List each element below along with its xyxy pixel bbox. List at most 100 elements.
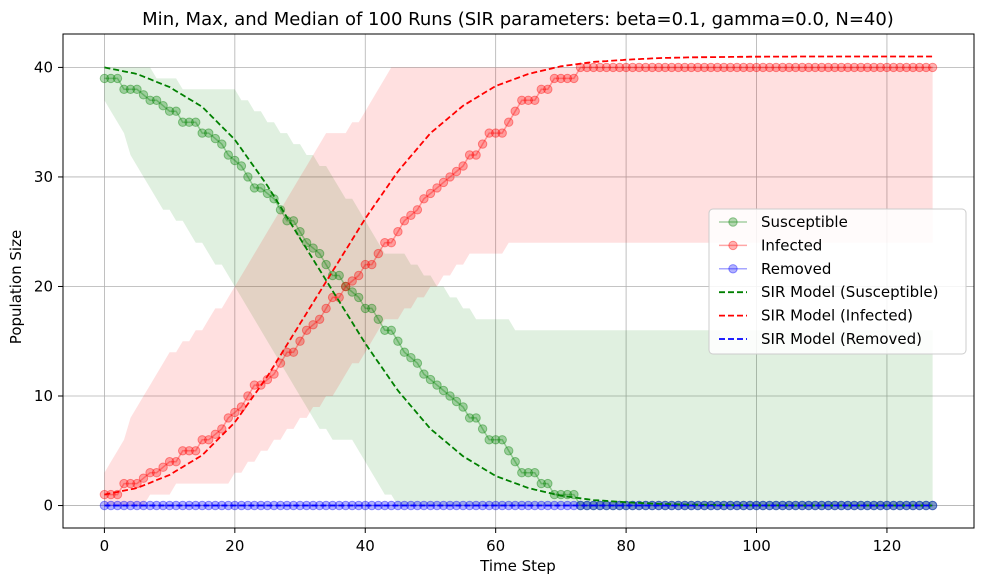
data-point: [119, 478, 129, 489]
data-point: [367, 303, 377, 314]
data-point: [758, 62, 768, 73]
y-tick-label: 40: [34, 58, 53, 76]
series-line: [104, 66, 933, 496]
data-point: [112, 73, 123, 84]
data-point: [543, 84, 553, 95]
data-point: [908, 62, 918, 73]
data-point: [445, 172, 455, 182]
plot-area: [63, 34, 974, 528]
data-point: [171, 106, 181, 116]
chart-title: Min, Max, and Median of 100 Runs (SIR pa…: [142, 9, 894, 30]
legend-label: Susceptible: [761, 213, 848, 231]
legend-entry: SIR Model (Susceptible): [719, 283, 938, 301]
data-point: [882, 62, 892, 73]
data-point: [406, 210, 416, 221]
data-point: [432, 183, 442, 193]
data-point: [888, 62, 899, 73]
data-point: [380, 325, 390, 335]
data-point: [914, 62, 925, 73]
data-point: [471, 150, 481, 160]
y-tick-label: 20: [34, 277, 53, 295]
data-point: [164, 106, 175, 116]
data-point: [386, 238, 396, 248]
data-point: [210, 133, 221, 144]
data-point: [380, 238, 390, 248]
legend-label: Removed: [761, 260, 831, 278]
data-point: [523, 95, 533, 106]
data-point: [249, 380, 260, 390]
data-point: [386, 325, 396, 335]
data-point: [243, 172, 253, 182]
legend-marker: [728, 217, 738, 227]
data-point: [504, 446, 514, 456]
data-point: [197, 128, 207, 138]
data-point: [256, 183, 266, 193]
data-point: [562, 73, 573, 84]
data-point: [164, 457, 175, 467]
model-line-sir-model-infected-: [104, 55, 933, 496]
data-point: [399, 347, 410, 357]
data-point: [464, 150, 475, 160]
data-point: [321, 259, 331, 270]
data-point: [504, 117, 514, 127]
data-point: [614, 62, 625, 73]
data-point: [621, 62, 631, 73]
band-susceptible: [104, 67, 933, 506]
data-point: [830, 62, 840, 73]
data-point: [125, 478, 136, 489]
data-point: [699, 62, 710, 73]
data-point: [595, 62, 605, 73]
data-point: [543, 478, 553, 489]
data-point: [875, 62, 886, 73]
data-point: [667, 62, 677, 73]
data-point: [230, 407, 240, 418]
data-point: [230, 155, 240, 166]
data-point: [517, 95, 527, 106]
data-point: [588, 62, 599, 73]
data-point: [921, 62, 931, 73]
y-axis-label: Population Size: [7, 230, 25, 344]
data-point: [823, 62, 833, 73]
data-point: [751, 62, 762, 73]
data-point: [373, 314, 383, 324]
data-point: [810, 62, 820, 73]
data-point: [301, 238, 312, 248]
data-point: [680, 62, 690, 73]
data-point: [438, 385, 449, 396]
data-point: [393, 227, 403, 237]
data-point: [210, 429, 221, 439]
data-point: [288, 347, 299, 357]
data-point: [243, 391, 253, 401]
data-point: [321, 303, 331, 314]
data-point: [223, 150, 234, 160]
legend-entry: Susceptible: [719, 213, 848, 231]
data-point: [341, 281, 351, 292]
data-point: [184, 446, 194, 456]
plot-clipped-group: [63, 34, 974, 528]
data-point: [249, 183, 260, 193]
data-point: [686, 62, 696, 73]
band-infected: [104, 67, 933, 506]
data-point: [836, 62, 846, 73]
data-point: [314, 314, 325, 324]
data-point: [367, 259, 377, 270]
data-point: [738, 62, 749, 73]
data-point: [458, 161, 468, 171]
data-point: [236, 161, 247, 171]
data-point: [217, 139, 227, 149]
y-tick-label: 10: [34, 387, 53, 405]
data-point: [641, 62, 651, 73]
data-point: [673, 62, 683, 73]
legend-label: Infected: [761, 236, 822, 254]
x-tick-label: 0: [100, 537, 110, 555]
data-point: [138, 90, 149, 100]
axes: 0 20 40 60 80 100 120 0 10 20 30 40: [34, 33, 975, 555]
data-point: [654, 62, 664, 73]
data-point: [510, 457, 520, 467]
legend-label: SIR Model (Removed): [761, 330, 922, 348]
data-point: [301, 325, 312, 335]
data-point: [660, 62, 670, 73]
data-point: [399, 216, 410, 226]
data-point: [627, 62, 638, 73]
